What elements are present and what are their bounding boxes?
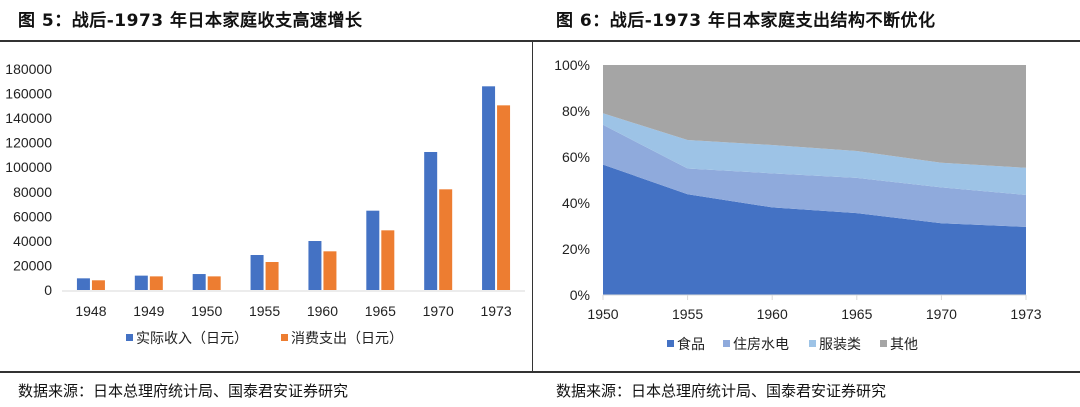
right-source: 数据来源：日本总理府统计局、国泰君安证券研究 xyxy=(556,382,887,400)
legend-label: 住房水电 xyxy=(733,336,789,352)
y-tick-label: 120000 xyxy=(5,135,52,151)
legend-label: 服装类 xyxy=(819,336,861,352)
y-tick-label: 0% xyxy=(570,287,590,303)
bar-income-1960 xyxy=(308,241,322,290)
x-tick-label: 1965 xyxy=(365,303,396,319)
legend-label: 消费支出（日元） xyxy=(291,330,403,346)
x-tick-label: 1955 xyxy=(249,303,280,319)
y-tick-label: 40000 xyxy=(13,233,52,249)
x-tick-label: 1948 xyxy=(75,303,106,319)
bar-expenditure-1973 xyxy=(497,105,511,290)
y-tick-label: 160000 xyxy=(5,86,52,102)
area-food xyxy=(603,164,1026,295)
y-tick-label: 60% xyxy=(562,149,590,165)
bar-expenditure-1965 xyxy=(381,230,395,290)
legend-label: 实际收入（日元） xyxy=(136,330,248,346)
bar-expenditure-1960 xyxy=(323,251,337,290)
y-tick-label: 140000 xyxy=(5,110,52,126)
right-chart-title: 图 6：战后-1973 年日本家庭支出结构不断优化 xyxy=(556,11,936,31)
y-tick-label: 100000 xyxy=(5,159,52,175)
legend-label: 其他 xyxy=(890,336,918,352)
bar-income-1955 xyxy=(250,255,264,290)
bar-income-1950 xyxy=(192,274,206,290)
bar-income-1970 xyxy=(424,151,438,290)
x-tick-label: 1973 xyxy=(480,303,511,319)
x-tick-label: 1960 xyxy=(307,303,338,319)
y-tick-label: 40% xyxy=(562,195,590,211)
y-tick-label: 100% xyxy=(554,57,590,73)
x-tick-label: 1973 xyxy=(1010,306,1041,322)
y-tick-label: 60000 xyxy=(13,208,52,224)
left-chart-title: 图 5：战后-1973 年日本家庭收支高速增长 xyxy=(18,11,363,31)
y-tick-label: 20000 xyxy=(13,257,52,273)
area-clothing xyxy=(603,113,1026,195)
legend-swatch-1 xyxy=(281,334,288,341)
legend-swatch-0 xyxy=(667,340,674,347)
y-tick-label: 80000 xyxy=(13,184,52,200)
bar-income-1949 xyxy=(134,275,148,290)
x-tick-label: 1950 xyxy=(587,306,618,322)
y-tick-label: 80% xyxy=(562,103,590,119)
legend-swatch-1 xyxy=(723,340,730,347)
bar-expenditure-1955 xyxy=(265,262,279,290)
bar-expenditure-1950 xyxy=(207,276,221,290)
bar-expenditure-1949 xyxy=(149,276,163,290)
x-tick-label: 1955 xyxy=(672,306,703,322)
legend-swatch-2 xyxy=(809,340,816,347)
area-housing-utilities xyxy=(603,124,1026,227)
bar-expenditure-1948 xyxy=(91,280,105,290)
bar-income-1973 xyxy=(482,86,496,290)
y-tick-label: 0 xyxy=(44,282,52,298)
y-tick-label: 20% xyxy=(562,241,590,257)
x-tick-label: 1970 xyxy=(926,306,957,322)
bar-income-1948 xyxy=(76,278,90,290)
left-source: 数据来源：日本总理府统计局、国泰君安证券研究 xyxy=(18,382,349,400)
x-tick-label: 1949 xyxy=(133,303,164,319)
bottom-divider xyxy=(0,371,1080,373)
legend-swatch-3 xyxy=(880,340,887,347)
x-tick-label: 1965 xyxy=(841,306,872,322)
area-other xyxy=(603,65,1026,168)
x-tick-label: 1960 xyxy=(757,306,788,322)
y-tick-label: 180000 xyxy=(5,61,52,77)
top-divider xyxy=(0,40,1080,42)
x-tick-label: 1970 xyxy=(423,303,454,319)
legend-swatch-0 xyxy=(126,334,133,341)
legend-label: 食品 xyxy=(677,336,705,352)
x-tick-label: 1950 xyxy=(191,303,222,319)
bar-income-1965 xyxy=(366,210,380,290)
panel-divider xyxy=(532,42,533,372)
bar-expenditure-1970 xyxy=(439,189,453,290)
